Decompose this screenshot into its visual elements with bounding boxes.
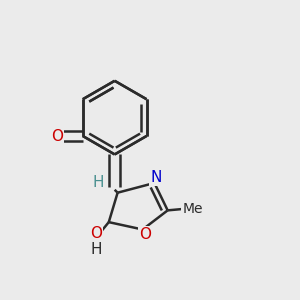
Text: O: O: [51, 128, 63, 143]
Text: H: H: [90, 242, 102, 257]
Text: O: O: [90, 226, 102, 242]
Text: Me: Me: [182, 202, 203, 216]
Text: H: H: [93, 175, 104, 190]
Text: N: N: [150, 170, 162, 185]
Text: O: O: [139, 227, 151, 242]
